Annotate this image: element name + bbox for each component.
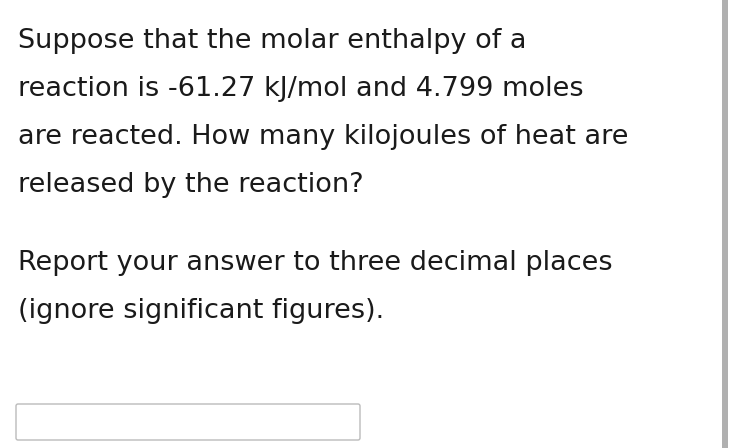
Text: Suppose that the molar enthalpy of a: Suppose that the molar enthalpy of a: [18, 28, 526, 54]
Text: are reacted. How many kilojoules of heat are: are reacted. How many kilojoules of heat…: [18, 124, 628, 150]
Text: Report your answer to three decimal places: Report your answer to three decimal plac…: [18, 250, 613, 276]
Text: (ignore significant figures).: (ignore significant figures).: [18, 298, 384, 324]
Text: reaction is -61.27 kJ/mol and 4.799 moles: reaction is -61.27 kJ/mol and 4.799 mole…: [18, 76, 584, 102]
Text: released by the reaction?: released by the reaction?: [18, 172, 364, 198]
Bar: [722, 0, 728, 448]
FancyBboxPatch shape: [16, 404, 360, 440]
